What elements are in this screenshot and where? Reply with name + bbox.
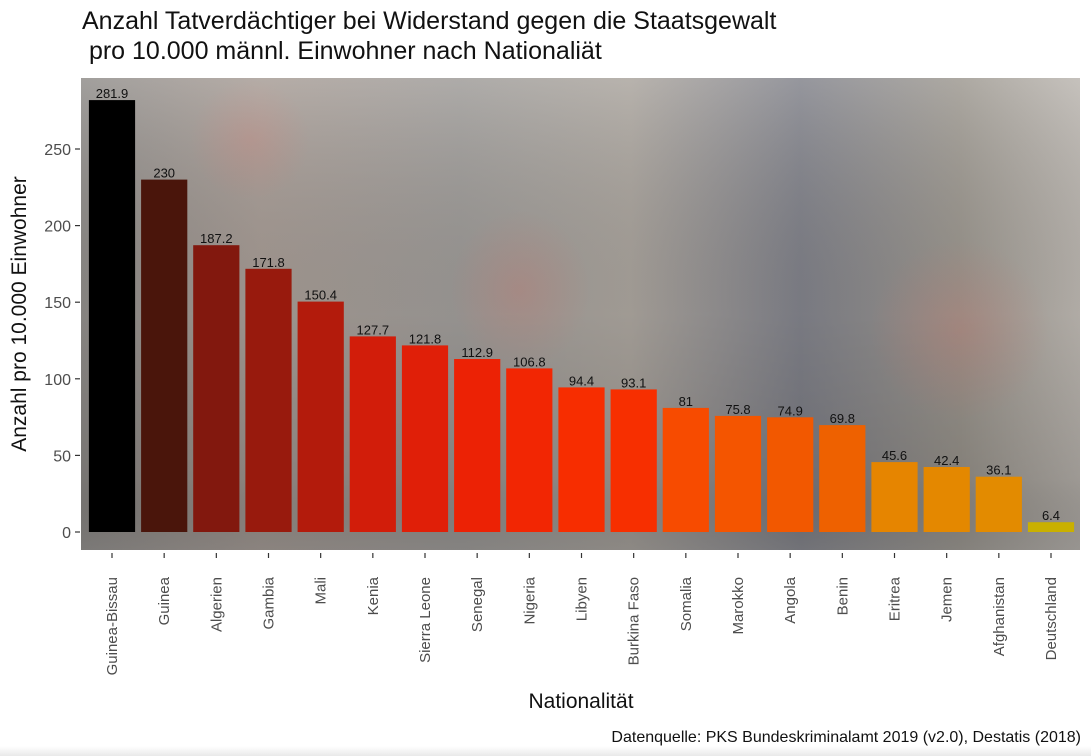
bar-nigeria <box>506 368 553 532</box>
bar-libyen <box>558 387 605 532</box>
chart-title: Anzahl Tatverdächtiger bei Widerstand ge… <box>82 7 777 65</box>
bar-deutschland <box>1027 522 1075 532</box>
bar-angola <box>767 417 814 532</box>
x-tick-label: Guinea-Bissau <box>104 577 121 675</box>
bottom-shade <box>0 746 1091 756</box>
x-tick-label: Guinea <box>156 576 173 625</box>
value-label: 81 <box>679 394 693 409</box>
x-tick-label: Benin <box>834 577 851 615</box>
bar-algerien <box>193 245 240 532</box>
x-tick-label: Senegal <box>469 577 486 632</box>
bar-marokko <box>714 415 762 532</box>
bar-mali <box>297 301 344 532</box>
bar-afghanistan <box>975 476 1022 532</box>
x-tick-label: Marokko <box>730 577 747 635</box>
x-tick-label: Gambia <box>261 576 278 629</box>
value-label: 36.1 <box>986 463 1011 478</box>
value-label: 93.1 <box>621 375 646 390</box>
value-label: 127.7 <box>357 322 390 337</box>
value-labels-group: 281.9 230 187.2 171.8 150.4 127.7 121.8 112.9 10… <box>96 86 1060 523</box>
value-label: 171.8 <box>252 255 285 270</box>
x-tick-label: Mali <box>313 577 330 605</box>
bar-benin <box>819 425 866 532</box>
value-label: 74.9 <box>778 403 803 418</box>
x-tick-label: Jemen <box>939 577 956 622</box>
bar-sierra-leone <box>401 345 449 532</box>
y-axis: 0 50 100 150 200 250 <box>44 142 80 542</box>
bars-group <box>88 100 1075 532</box>
x-tick-label: Angola <box>782 576 799 623</box>
x-tick-label: Somalia <box>678 576 695 631</box>
bar-burkina-faso <box>610 389 657 532</box>
value-label: 230 <box>153 166 175 181</box>
bar-guinea <box>141 179 188 532</box>
y-tick-label: 150 <box>44 295 71 312</box>
value-label: 6.4 <box>1042 508 1060 523</box>
y-tick-label: 50 <box>53 448 71 465</box>
value-label: 94.4 <box>569 373 594 388</box>
x-tick-label: Algerien <box>208 577 225 632</box>
x-tick-label: Libyen <box>574 577 591 621</box>
bar-senegal <box>454 359 501 532</box>
bar-somalia <box>662 407 709 532</box>
bar-kenia <box>349 336 396 532</box>
value-label: 42.4 <box>934 453 959 468</box>
x-tick-label: Afghanistan <box>991 577 1008 656</box>
x-axis: Guinea-Bissau Guinea Algerien Gambia Mali Ken… <box>104 553 1060 675</box>
x-tick-label: Kenia <box>365 576 382 615</box>
value-label: 281.9 <box>96 86 129 101</box>
bar-gambia <box>245 268 292 532</box>
value-label: 69.8 <box>830 411 855 426</box>
value-label: 106.8 <box>513 354 546 369</box>
bar-jemen <box>923 467 970 532</box>
x-axis-title: Nationalität <box>528 690 634 713</box>
x-tick-label: Eritrea <box>887 576 904 621</box>
value-label: 150.4 <box>304 288 337 303</box>
y-tick-label: 250 <box>44 142 71 159</box>
x-tick-label: Deutschland <box>1043 577 1060 660</box>
y-tick-label: 0 <box>62 525 71 542</box>
y-tick-label: 100 <box>44 372 71 389</box>
value-label: 121.8 <box>409 331 442 346</box>
x-tick-label: Sierra Leone <box>417 577 434 663</box>
value-label: 75.8 <box>725 402 750 417</box>
x-tick-label: Burkina Faso <box>626 577 643 665</box>
value-label: 112.9 <box>461 345 493 360</box>
data-source-caption: Datenquelle: PKS Bundeskriminalamt 2019 … <box>611 729 1081 746</box>
value-label: 45.6 <box>882 448 907 463</box>
value-label: 187.2 <box>200 231 233 246</box>
bar-eritrea <box>871 462 918 532</box>
bar-guinea-bissau <box>88 100 136 532</box>
x-tick-label: Nigeria <box>521 576 538 624</box>
y-tick-label: 200 <box>44 219 71 236</box>
